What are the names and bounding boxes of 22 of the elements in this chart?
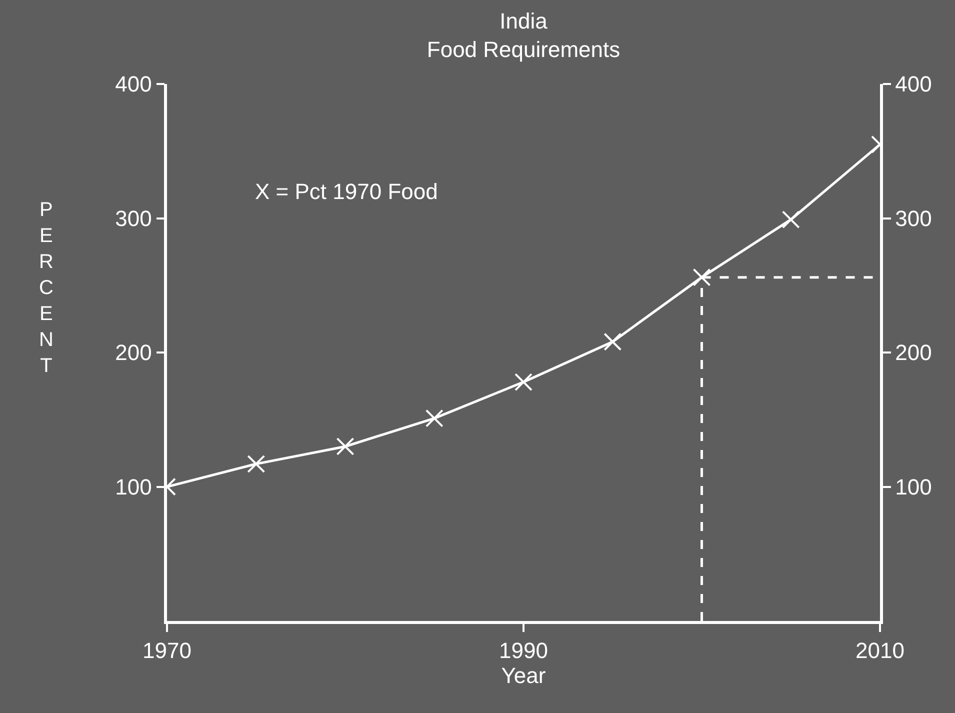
y2-tick-label: 400 — [895, 72, 932, 97]
x-tick-label: 2010 — [856, 638, 904, 664]
x-axis-title: Year — [501, 663, 546, 688]
point — [604, 332, 622, 351]
y2-tick-label: 200 — [895, 340, 932, 366]
point — [425, 409, 444, 428]
point — [336, 437, 354, 456]
y-tick-label: 300 — [115, 206, 152, 231]
point — [782, 210, 800, 229]
point — [247, 454, 266, 473]
y2-tick-label: 100 — [895, 474, 932, 500]
y-tick-label: 400 — [115, 72, 152, 97]
point — [692, 268, 711, 286]
x-tick-label: 1970 — [142, 638, 192, 664]
y-tick-label: 100 — [115, 474, 152, 500]
y-axis-title: PERCENT — [39, 199, 54, 377]
point — [514, 373, 532, 392]
y2-tick-label: 300 — [895, 206, 932, 231]
y-tick-label: 200 — [115, 340, 152, 366]
x-tick-label: 1990 — [499, 638, 548, 664]
annotation: X = Pct 1970 Food — [255, 179, 438, 204]
chart-title: India Food Requirements — [426, 8, 620, 62]
